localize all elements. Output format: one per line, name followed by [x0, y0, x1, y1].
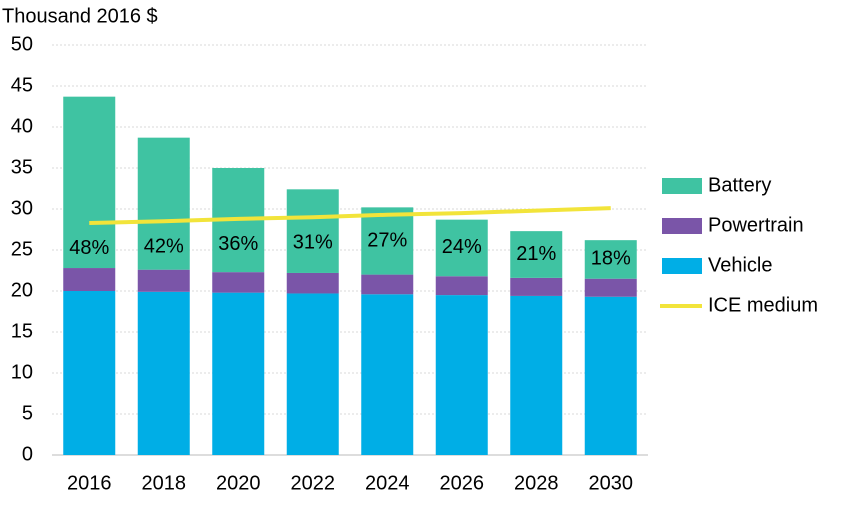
share-label: 18%	[591, 248, 631, 270]
bar-segment	[435, 295, 488, 455]
legend-label: Vehicle	[708, 254, 773, 276]
bar-segment	[286, 272, 339, 294]
y-tick-label: 15	[11, 320, 33, 342]
bar-segment	[63, 291, 116, 455]
legend-swatch	[662, 258, 702, 274]
bar-segment	[286, 189, 339, 273]
x-tick-label: 2020	[216, 472, 261, 494]
share-label: 24%	[442, 236, 482, 258]
bar-segment	[510, 231, 563, 278]
line	[89, 206, 611, 225]
x-tick-label: 2026	[440, 472, 485, 494]
x-tick-label: 2016	[67, 472, 112, 494]
bar-segment	[137, 137, 190, 270]
bar-segment	[361, 207, 414, 275]
bar-segment	[212, 272, 265, 293]
bar-segment	[63, 96, 116, 269]
y-tick-label: 50	[11, 33, 33, 55]
y-tick-label: 25	[11, 238, 33, 260]
y-tick-label: 10	[11, 361, 33, 383]
bar-segment	[361, 274, 414, 295]
legend-swatch	[662, 218, 702, 234]
share-label: 36%	[218, 233, 258, 255]
bar-segment	[435, 276, 488, 296]
bar-segment	[137, 269, 190, 292]
share-label: 48%	[69, 237, 109, 259]
bar-segment	[584, 278, 637, 297]
legend-label: Battery	[708, 174, 771, 196]
y-tick-label: 30	[11, 197, 33, 219]
y-tick-label: 35	[11, 156, 33, 178]
bar-segment	[584, 296, 637, 455]
y-axis-label: Thousand 2016 $	[2, 5, 158, 27]
y-tick-label: 20	[11, 279, 33, 301]
share-label: 42%	[144, 236, 184, 258]
legend-swatch	[662, 178, 702, 194]
x-tick-label: 2018	[142, 472, 187, 494]
bar-segment	[286, 293, 339, 455]
bar-segment	[584, 240, 637, 279]
bar-segment	[137, 291, 190, 455]
bar-segment	[435, 219, 488, 277]
y-tick-label: 5	[22, 402, 33, 424]
x-tick-label: 2022	[291, 472, 336, 494]
share-label: 21%	[516, 243, 556, 265]
x-tick-label: 2030	[589, 472, 634, 494]
bar-segment	[361, 294, 414, 455]
bar-segment	[212, 292, 265, 455]
legend-label: Powertrain	[708, 214, 804, 236]
legend-label: ICE medium	[708, 294, 818, 316]
bar-segment	[510, 277, 563, 296]
share-label: 31%	[293, 231, 333, 253]
share-label: 27%	[367, 229, 407, 251]
bar-segment	[510, 295, 563, 455]
y-tick-label: 40	[11, 115, 33, 137]
x-tick-label: 2024	[365, 472, 410, 494]
y-tick-label: 45	[11, 74, 33, 96]
bar-segment	[63, 268, 116, 291]
y-tick-label: 0	[22, 443, 33, 465]
x-tick-label: 2028	[514, 472, 559, 494]
